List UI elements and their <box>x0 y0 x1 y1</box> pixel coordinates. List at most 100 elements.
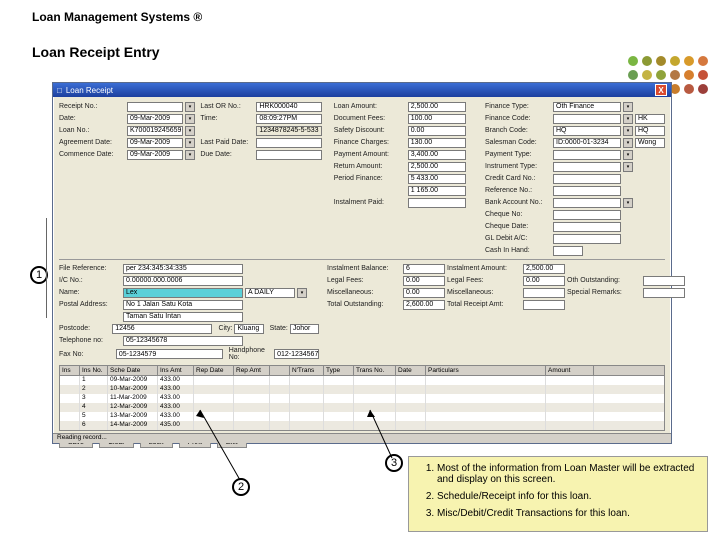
field-input[interactable] <box>408 198 466 208</box>
callout-2: 2 <box>232 478 250 496</box>
field-label: Fax No: <box>59 351 114 358</box>
dropdown-icon[interactable]: ▾ <box>623 102 633 112</box>
type-select[interactable]: A DAILY <box>245 288 295 298</box>
field-input[interactable]: 12456 <box>112 324 212 334</box>
field-input[interactable] <box>553 186 621 196</box>
dropdown-icon[interactable]: ▾ <box>623 138 633 148</box>
note-item: Most of the information from Loan Master… <box>437 463 699 485</box>
field-input[interactable]: 0.00 <box>408 126 466 136</box>
dropdown-icon[interactable]: ▾ <box>297 288 307 298</box>
table-row[interactable]: 109-Mar-2009433.00 <box>60 376 664 385</box>
field-input[interactable]: per 234:345:34:335 <box>123 264 243 274</box>
field-extra: Wong <box>635 138 665 148</box>
field-label: Payment Amount: <box>334 151 406 158</box>
field-input[interactable]: Lex <box>123 288 243 298</box>
field-input[interactable]: 08:09:27PM <box>256 114 322 124</box>
dropdown-icon[interactable]: ▾ <box>623 162 633 172</box>
field-input[interactable] <box>256 138 322 148</box>
field-input[interactable]: 1 165.00 <box>408 186 466 196</box>
field-input[interactable]: Taman Satu Intan <box>123 312 243 322</box>
field-label: Loan Amount: <box>334 103 406 110</box>
field-label: Postal Address: <box>59 301 121 308</box>
notes-box: Most of the information from Loan Master… <box>408 456 708 532</box>
field-input[interactable] <box>553 114 621 124</box>
field-label: Cheque No: <box>485 211 551 218</box>
field-input[interactable] <box>553 150 621 160</box>
field-label: Time: <box>200 115 254 122</box>
field-input[interactable]: 05-12345678 <box>123 336 243 346</box>
field-input[interactable]: 0.00 <box>403 276 445 286</box>
field-input[interactable]: 6 <box>403 264 445 274</box>
field-input[interactable] <box>553 246 583 256</box>
note-item: Misc/Debit/Credit Transactions for this … <box>437 508 699 519</box>
table-row[interactable]: 513-Mar-2009433.00 <box>60 412 664 421</box>
field-input[interactable] <box>523 300 565 310</box>
close-button[interactable]: X <box>655 84 667 96</box>
field-input[interactable]: No 1 Jalan Satu Kota <box>123 300 243 310</box>
field-label: Finance Type: <box>485 103 551 110</box>
field-input[interactable]: 2,500.00 <box>523 264 565 274</box>
field-label: Finance Code: <box>485 115 551 122</box>
field-extra: HQ <box>635 126 665 136</box>
dropdown-icon[interactable]: ▾ <box>623 198 633 208</box>
table-col-header: Trans No. <box>354 366 396 375</box>
field-input[interactable]: 2,500.00 <box>408 102 466 112</box>
field-input[interactable] <box>127 102 183 112</box>
field-label: Commence Date: <box>59 151 125 158</box>
field-input[interactable] <box>553 234 621 244</box>
dropdown-icon[interactable]: ▾ <box>623 114 633 124</box>
field-input[interactable]: 0.00 <box>523 276 565 286</box>
dropdown-icon[interactable]: ▾ <box>185 150 195 160</box>
table-row[interactable]: 412-Mar-2009433.00 <box>60 403 664 412</box>
field-label: Reference No.: <box>485 187 551 194</box>
field-input[interactable]: 05-1234579 <box>116 349 223 359</box>
field-label: Due Date: <box>200 151 254 158</box>
field-input[interactable]: Oth Finance <box>553 102 621 112</box>
table-row[interactable]: 614-Mar-2009435.00 <box>60 421 664 430</box>
table-row[interactable]: 311-Mar-2009433.00 <box>60 394 664 403</box>
schedule-table: InsIns No.Sche DateIns AmtRep DateRep Am… <box>59 365 665 431</box>
field-label: Finance Charges: <box>334 139 406 146</box>
field-input[interactable] <box>553 210 621 220</box>
field-label: Salesman Code: <box>485 139 551 146</box>
field-input[interactable] <box>643 276 685 286</box>
field-input[interactable]: HQ <box>553 126 621 136</box>
dropdown-icon[interactable]: ▾ <box>185 138 195 148</box>
field-input[interactable] <box>553 198 621 208</box>
table-col-header: Particulars <box>426 366 546 375</box>
dropdown-icon[interactable]: ▾ <box>185 102 195 112</box>
field-input[interactable]: 0.00 <box>403 288 445 298</box>
field-input[interactable]: K700019245659 <box>127 126 183 136</box>
field-input[interactable]: ID:0000-01-3234 <box>553 138 621 148</box>
field-input[interactable]: 09-Mar-2009 <box>127 150 183 160</box>
dropdown-icon[interactable]: ▾ <box>623 150 633 160</box>
field-input[interactable]: HRK000040 <box>256 102 322 112</box>
table-col-header: Rep Amt <box>234 366 270 375</box>
field-input[interactable] <box>523 288 565 298</box>
field-input[interactable]: 5 433.00 <box>408 174 466 184</box>
field-label: Bank Account No.: <box>485 199 551 206</box>
field-input[interactable]: 0.00000.000.0006 <box>123 276 243 286</box>
field-input[interactable]: 2,600.00 <box>403 300 445 310</box>
callout-3: 3 <box>385 454 403 472</box>
field-input[interactable] <box>553 174 621 184</box>
field-input[interactable]: 09-Mar-2009 <box>127 114 183 124</box>
table-col-header: Ins No. <box>80 366 108 375</box>
field-input[interactable] <box>256 150 322 160</box>
table-col-header: Date <box>396 366 426 375</box>
dropdown-icon[interactable]: ▾ <box>623 126 633 136</box>
field-input[interactable]: 2,500.00 <box>408 162 466 172</box>
field-input[interactable]: 130.00 <box>408 138 466 148</box>
dropdown-icon[interactable]: ▾ <box>185 126 195 136</box>
table-row[interactable]: 210-Mar-2009433.00 <box>60 385 664 394</box>
field-input[interactable]: 1234878245-5-533 <box>256 126 322 136</box>
note-item: Schedule/Receipt info for this loan. <box>437 491 699 502</box>
table-col-header: Ins Amt <box>158 366 194 375</box>
field-input[interactable] <box>643 288 685 298</box>
field-input[interactable]: 09-Mar-2009 <box>127 138 183 148</box>
field-input[interactable] <box>553 162 621 172</box>
field-input[interactable] <box>553 222 621 232</box>
field-input[interactable]: 3,400.00 <box>408 150 466 160</box>
field-input[interactable]: 100.00 <box>408 114 466 124</box>
dropdown-icon[interactable]: ▾ <box>185 114 195 124</box>
